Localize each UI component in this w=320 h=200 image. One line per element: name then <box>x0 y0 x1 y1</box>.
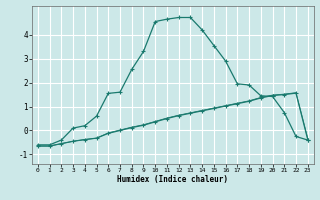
X-axis label: Humidex (Indice chaleur): Humidex (Indice chaleur) <box>117 175 228 184</box>
